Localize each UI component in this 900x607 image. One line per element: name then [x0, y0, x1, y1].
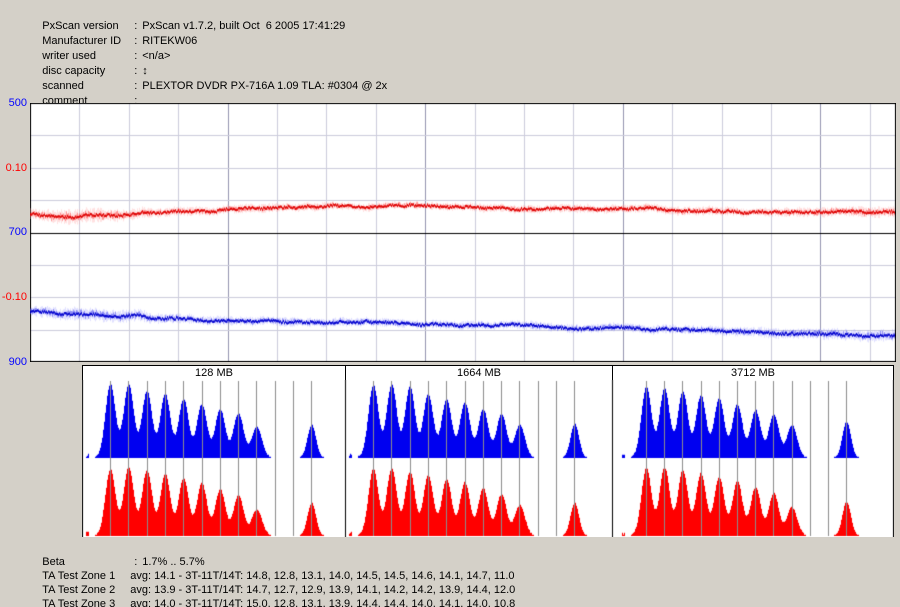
ta-zone-values: avg: 14.1 - 3T-11T/14T: 14.8, 12.8, 13.1… — [130, 570, 515, 582]
y-axis-label-neg010: -0.10 — [1, 291, 27, 303]
metadata-row-writer: writer used: <n/a> — [30, 37, 170, 62]
ta-zone-header-128mb: 128 MB — [82, 365, 346, 381]
ta-test-zone-2-row: TA Test Zone 2 avg: 13.9 - 3T-11T/14T: 14… — [30, 571, 515, 596]
metadata-row-comment: comment: — [30, 82, 142, 107]
metadata-value: RITEKW06 — [142, 35, 198, 47]
y-axis-label-900: 900 — [8, 356, 27, 368]
beta-stats-colon: : — [134, 556, 138, 568]
metadata-value: <n/a> — [142, 50, 171, 62]
metadata-colon: : — [134, 20, 138, 32]
metadata-value: PLEXTOR DVDR PX-716A 1.09 TLA: #0304 @ 2… — [142, 80, 388, 92]
y-axis-label-500: 500 — [8, 97, 27, 109]
beta-scan-chart-canvas — [30, 103, 896, 362]
beta-stats-label: Beta — [42, 556, 65, 568]
metadata-label: Manufacturer ID — [42, 35, 122, 47]
ta-zone-label: TA Test Zone 2 — [42, 584, 116, 596]
metadata-row-version: PxScan version: PxScan v1.7.2, built Oct … — [30, 7, 345, 32]
ta-test-zone-3-row: TA Test Zone 3 avg: 14.0 - 3T-11T/14T: 15… — [30, 585, 515, 607]
metadata-value: ↕ — [142, 65, 148, 77]
metadata-colon: : — [134, 50, 138, 62]
y-axis-label-010: 0.10 — [5, 162, 27, 174]
metadata-colon: : — [134, 95, 138, 107]
metadata-label: PxScan version — [42, 20, 119, 32]
metadata-colon: : — [134, 65, 138, 77]
ta-zone-header-3712mb: 3712 MB — [612, 365, 894, 381]
ta-zone-values: avg: 13.9 - 3T-11T/14T: 14.7, 12.7, 12.9… — [130, 584, 516, 596]
metadata-row-manufacturer: Manufacturer ID: RITEKW06 — [30, 22, 197, 47]
metadata-row-capacity: disc capacity: ↕ — [30, 52, 148, 77]
metadata-label: writer used — [42, 50, 97, 62]
metadata-label: scanned — [42, 80, 84, 92]
ta-zone-label: TA Test Zone 1 — [42, 570, 116, 582]
metadata-label: disc capacity — [42, 65, 106, 77]
metadata-row-scanned: scanned: PLEXTOR DVDR PX-716A 1.09 TLA: #… — [30, 67, 387, 92]
ta-test-zone-1-row: TA Test Zone 1 avg: 14.1 - 3T-11T/14T: 14… — [30, 557, 514, 582]
beta-stats-row: Beta:1.7% .. 5.7% — [30, 543, 204, 568]
y-axis-label-700: 700 — [8, 226, 27, 238]
ta-histogram-canvas — [82, 380, 894, 537]
ta-zone-values: avg: 14.0 - 3T-11T/14T: 15.0, 12.8, 13.1… — [130, 598, 516, 607]
ta-zone-label: TA Test Zone 3 — [42, 598, 116, 607]
metadata-colon: : — [134, 80, 138, 92]
metadata-colon: : — [134, 35, 138, 47]
ta-zone-header-1664mb: 1664 MB — [345, 365, 613, 381]
beta-stats-value: 1.7% .. 5.7% — [142, 556, 205, 568]
metadata-value: PxScan v1.7.2, built Oct 6 2005 17:41:29 — [142, 20, 346, 32]
